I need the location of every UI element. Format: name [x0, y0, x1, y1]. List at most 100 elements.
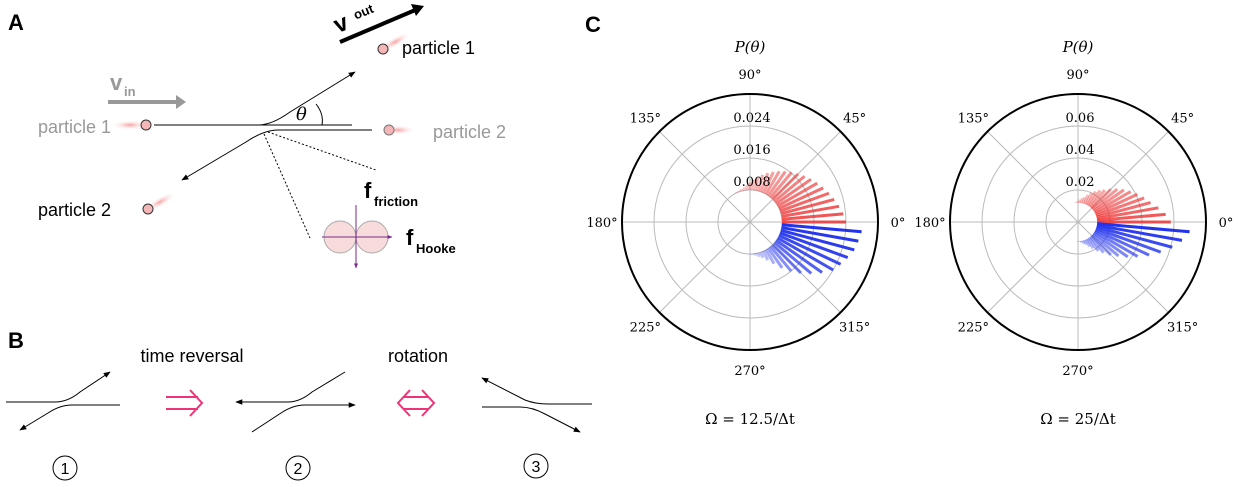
- bar: [781, 226, 859, 243]
- r-tick-label: 0.024: [733, 111, 770, 126]
- angle-arc: [315, 103, 323, 126]
- label: particle 2: [433, 122, 506, 142]
- trajectory: [19, 404, 120, 431]
- grid-spoke: [987, 131, 1079, 223]
- x-axis-label: Ω = 25/Δt: [1040, 410, 1116, 428]
- bar: [1093, 190, 1132, 214]
- bar: [1095, 196, 1145, 217]
- trajectory: [181, 129, 372, 181]
- v-out-sub: out: [351, 1, 376, 23]
- bar: [1093, 230, 1139, 258]
- bar: [776, 181, 818, 208]
- grid-spoke: [1077, 131, 1169, 223]
- theta-tick-label: 270°: [1062, 364, 1093, 379]
- bar: [1083, 239, 1088, 246]
- bar: [1092, 231, 1129, 259]
- bar: [769, 245, 793, 272]
- bar: [762, 171, 775, 194]
- r-tick-label: 0.04: [1066, 143, 1095, 158]
- x-axis-label: Ω = 12.5/Δt: [705, 410, 795, 428]
- bar: [1096, 223, 1183, 242]
- bar: [1096, 222, 1190, 234]
- bar: [764, 248, 776, 265]
- theta-tick-label: 315°: [1167, 321, 1198, 336]
- bar: [775, 239, 823, 274]
- f-hooke: f: [406, 225, 414, 250]
- grid-spoke: [1077, 221, 1169, 313]
- bar: [1089, 235, 1105, 254]
- r-tick-label: 0.02: [1066, 175, 1095, 190]
- theta-tick-label: 90°: [738, 68, 761, 83]
- bar: [773, 241, 813, 275]
- bar: [754, 176, 760, 191]
- particle: [142, 203, 154, 215]
- panel-label: B: [8, 328, 24, 353]
- panel-a: A θ particle 1 particle 2 particle 1 par…: [8, 1, 506, 268]
- bar: [1096, 212, 1166, 222]
- bar: [1094, 192, 1139, 216]
- bar: [739, 188, 744, 192]
- bar: [1095, 227, 1162, 254]
- theta-tick-label: 315°: [839, 321, 870, 336]
- bar: [1084, 238, 1091, 248]
- bar: [1090, 234, 1112, 256]
- bar: [1081, 196, 1087, 204]
- v-in-sub: in: [124, 84, 136, 99]
- particle: [377, 43, 389, 55]
- arrowhead: [411, 4, 424, 16]
- step-number: 2: [294, 461, 303, 478]
- step-number: 1: [61, 461, 70, 478]
- trail: [110, 120, 150, 130]
- panel-label: C: [585, 12, 601, 37]
- theta-tick-label: 225°: [958, 321, 989, 336]
- theta-label: θ: [296, 104, 307, 125]
- bar: [771, 243, 802, 274]
- step-circle: [285, 455, 311, 481]
- bar: [1096, 225, 1173, 249]
- particle: [140, 119, 152, 131]
- bar: [1081, 240, 1086, 245]
- theta-tick-label: 45°: [843, 111, 866, 126]
- label: particle 2: [38, 200, 111, 220]
- r-tick-label: 0.06: [1066, 111, 1095, 126]
- outer-frame: [949, 93, 1207, 351]
- arrow: [339, 6, 421, 44]
- panel-b: B time reversal rotation 1 2 3: [6, 328, 592, 481]
- bar: [771, 172, 800, 201]
- bar: [767, 247, 784, 269]
- theta-tick-label: 45°: [1171, 111, 1194, 126]
- implies-arrow: [166, 389, 204, 417]
- polar-chart: 0° 45° 90° 135° 180° 225° 270° 315° 0.02 0.04 0.06…: [914, 38, 1233, 428]
- label: particle 1: [402, 38, 475, 58]
- f-hooke-sub: Hooke: [416, 241, 456, 256]
- bar: [1087, 236, 1100, 252]
- bar: [756, 252, 761, 258]
- theta-tick-label: 180°: [586, 216, 617, 231]
- trajectory: [154, 71, 356, 126]
- bar: [762, 250, 770, 261]
- step-circle: [52, 455, 78, 481]
- bar: [767, 170, 787, 197]
- bar: [1094, 228, 1150, 257]
- bar: [1096, 201, 1152, 219]
- grid-spoke: [987, 221, 1079, 313]
- equivalence-arrow: [396, 389, 436, 417]
- zoom-lines: [263, 131, 377, 239]
- theta-tick-label: 225°: [630, 321, 661, 336]
- chart-title: P(θ): [734, 38, 766, 56]
- label: particle 1: [38, 117, 111, 137]
- particle: [383, 124, 395, 136]
- outer-frame: [621, 93, 879, 351]
- theta-tick-label: 270°: [734, 364, 765, 379]
- trajectory: [251, 402, 356, 433]
- bar: [742, 187, 746, 191]
- bar: [769, 171, 793, 199]
- bar: [773, 175, 806, 203]
- v-out: v: [330, 9, 353, 39]
- theta-tick-label: 0°: [891, 216, 906, 231]
- bar: [1086, 237, 1095, 250]
- bar: [1084, 192, 1093, 206]
- bar: [1089, 189, 1106, 209]
- bar: [759, 251, 765, 259]
- bar: [1092, 188, 1125, 213]
